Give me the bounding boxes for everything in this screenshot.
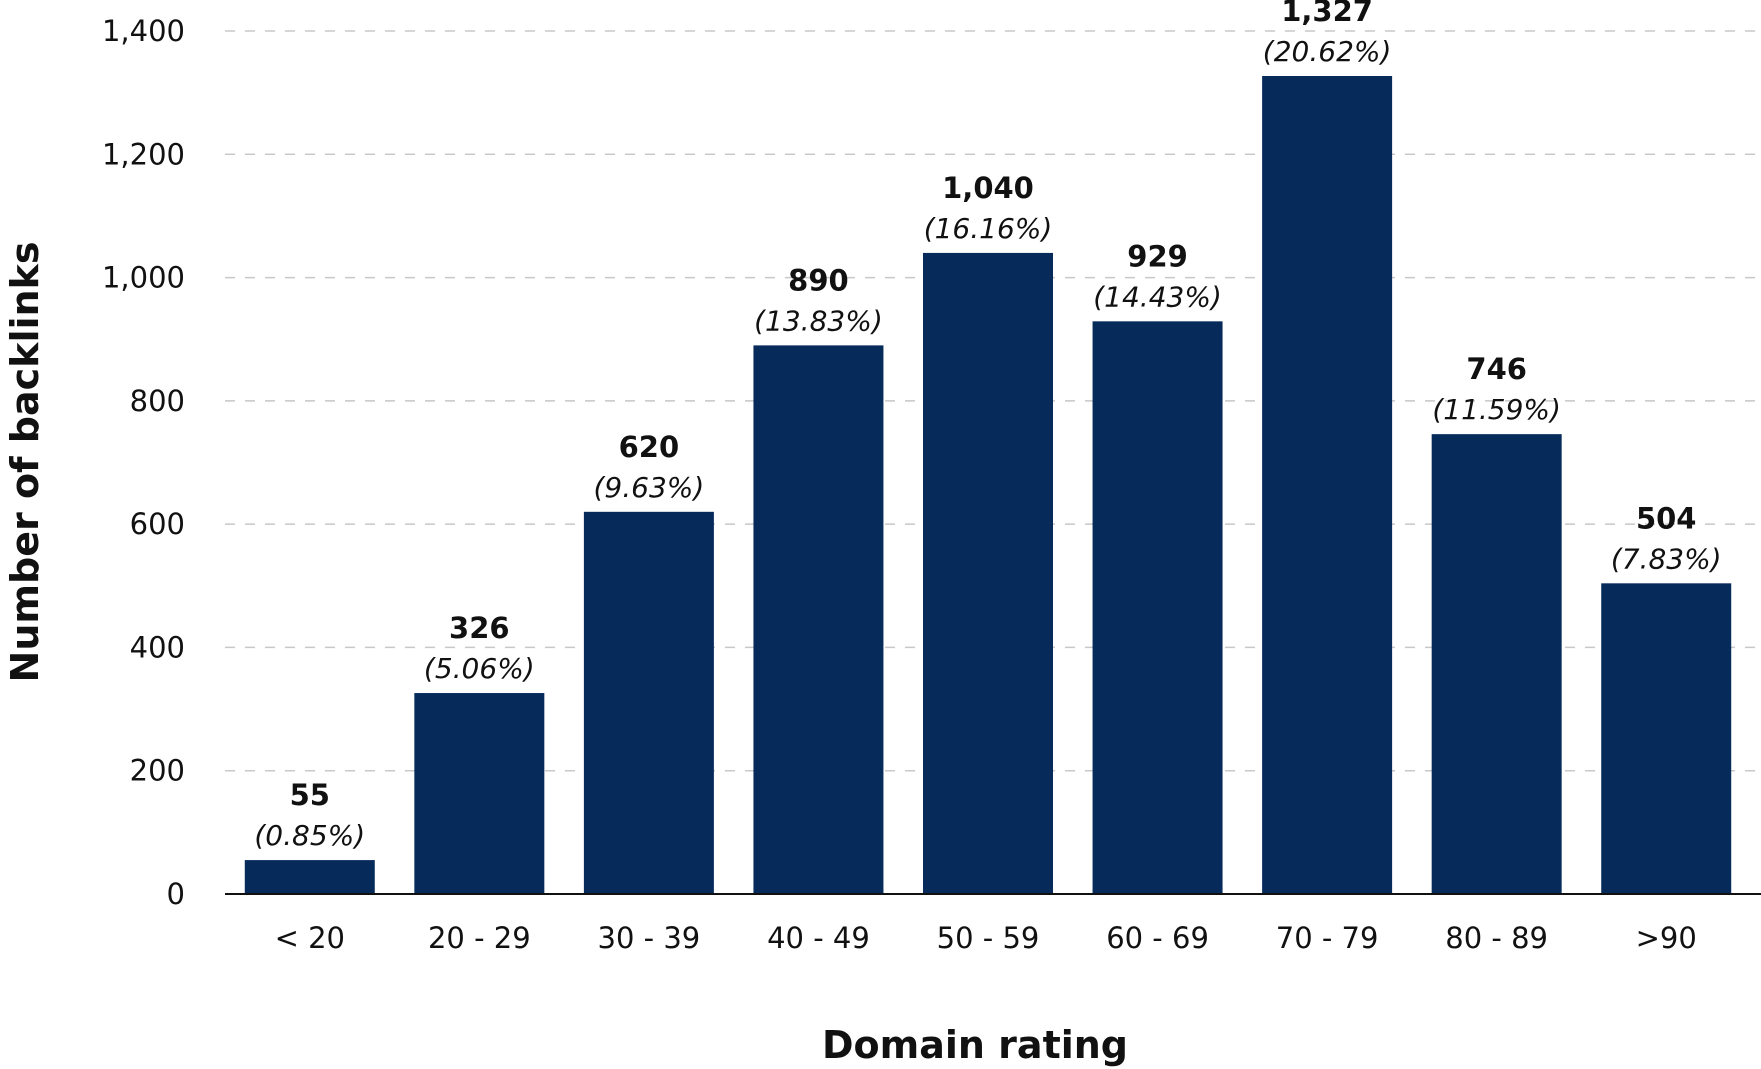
x-tick-label: 40 - 49 [767,921,870,955]
value-label: 504 [1636,501,1697,535]
y-tick-label: 200 [130,754,185,788]
percent-label: (11.59%) [1432,393,1561,426]
percent-label: (5.06%) [424,652,535,685]
percent-label: (16.16%) [924,212,1053,245]
value-label: 1,327 [1281,0,1373,28]
y-tick-label: 400 [130,630,185,664]
bar [414,693,545,894]
x-tick-label: >90 [1636,921,1697,955]
y-tick-label: 800 [130,384,185,418]
percent-label: (20.62%) [1263,35,1392,68]
x-tick-label: 80 - 89 [1445,921,1548,955]
value-label: 620 [619,430,680,464]
percent-label: (14.43%) [1093,280,1222,313]
y-tick-label: 1,200 [102,137,185,171]
y-axis-ticks: 0 200 400 600 800 1,000 1,200 1,400 [102,14,185,911]
y-tick-label: 0 [167,877,185,911]
x-axis-title: Domain rating [822,1023,1128,1067]
y-tick-label: 1,000 [102,261,185,295]
y-axis-title: Number of backlinks [3,242,47,683]
x-tick-label: 70 - 79 [1276,921,1379,955]
value-label: 890 [788,263,849,297]
bars: (0.85%) 55 (5.06%) 326 (9.63%) 620 (13.83%) 890… [244,0,1732,895]
x-tick-label: 30 - 39 [598,921,701,955]
value-label: 746 [1466,352,1527,386]
bar [1601,583,1732,894]
value-label: 929 [1127,239,1188,273]
bar [1092,321,1223,894]
bar [1431,434,1562,894]
y-tick-label: 1,400 [102,14,185,48]
x-tick-label: 50 - 59 [937,921,1040,955]
value-label: 1,040 [942,171,1034,205]
percent-label: (7.83%) [1611,542,1722,575]
bar [244,860,375,894]
y-tick-label: 600 [130,507,185,541]
percent-label: (13.83%) [754,304,883,337]
bar [753,345,884,895]
percent-label: (0.85%) [254,819,365,852]
bar [583,511,714,894]
percent-label: (9.63%) [593,471,704,504]
x-tick-label: 60 - 69 [1106,921,1209,955]
x-tick-label: 20 - 29 [428,921,531,955]
x-tick-label: < 20 [275,921,345,955]
value-label: 326 [449,611,510,645]
bar [923,252,1053,894]
x-axis-ticks: < 20 20 - 29 30 - 39 40 - 49 50 - 59 60 - 69 7… [275,921,1697,955]
value-label: 55 [290,778,330,812]
bar [1262,75,1393,895]
